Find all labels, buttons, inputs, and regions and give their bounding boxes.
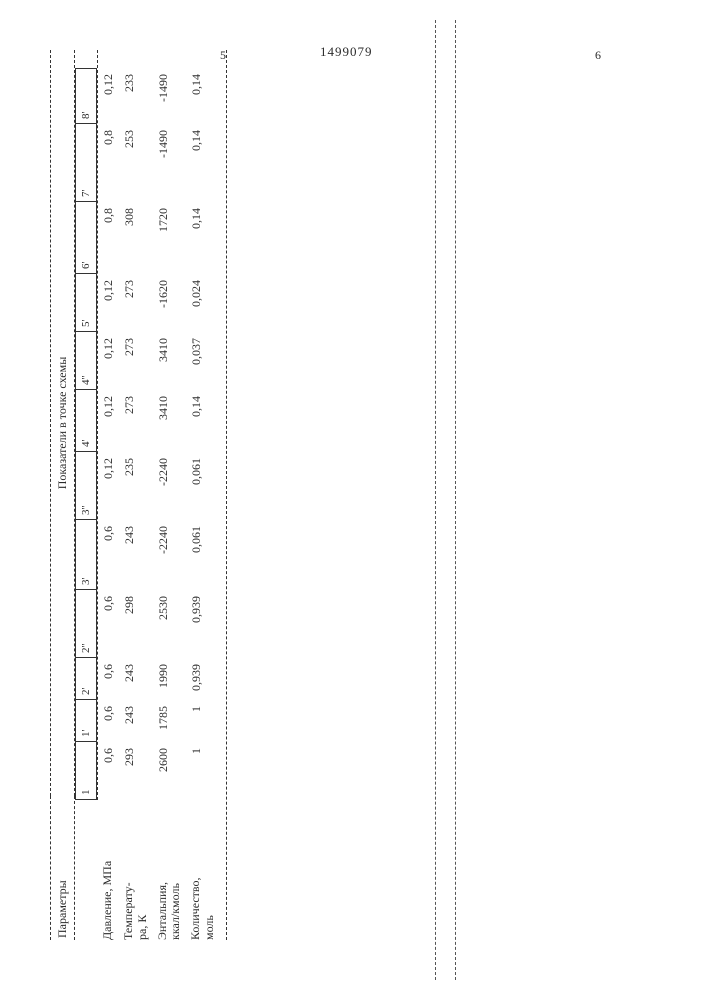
- table-cell: 1720: [153, 202, 187, 274]
- column-header: 8': [75, 68, 97, 124]
- table-cell: 2600: [153, 742, 187, 800]
- table-cell: 233: [119, 68, 153, 124]
- table-cell: 273: [119, 390, 153, 452]
- table-cell: 243: [119, 658, 153, 700]
- table-cell: 293: [119, 742, 153, 800]
- column-header: 7': [75, 124, 97, 202]
- parameters-table: Параметры Показатели в точке схемы 11'2'…: [50, 50, 227, 940]
- row-label: Температу- ра, К: [119, 800, 153, 940]
- table-cell: 253: [119, 124, 153, 202]
- column-header: 1: [75, 742, 97, 800]
- table-cell: 0,939: [186, 590, 220, 658]
- column-header: 1': [75, 700, 97, 742]
- column-header: 3': [75, 520, 97, 590]
- table-cell: -1490: [153, 124, 187, 202]
- table-cell: 243: [119, 520, 153, 590]
- row-label: Энтальпия, ккал/кмоль: [153, 800, 187, 940]
- table-cell: 0,14: [186, 68, 220, 124]
- column-header: 2'': [75, 590, 97, 658]
- table-cell: -1490: [153, 68, 187, 124]
- column-divider-1: [435, 20, 436, 980]
- table-header-row-1: Параметры Показатели в точке схемы: [50, 50, 75, 940]
- table-cell: 0,14: [186, 124, 220, 202]
- table-cell: 0,6: [98, 590, 119, 658]
- table-cell: 0,12: [98, 332, 119, 390]
- table-cell: 235: [119, 452, 153, 520]
- table-cell: 0,6: [98, 658, 119, 700]
- table-cell: 1: [186, 742, 220, 800]
- table-cell: -2240: [153, 520, 187, 590]
- table-cell: 0,037: [186, 332, 220, 390]
- table-cell: 0,6: [98, 742, 119, 800]
- table-cell: 273: [119, 274, 153, 332]
- table-column-headers: 11'2'2''3'3''4'4''5'6'7'8': [75, 50, 98, 800]
- rotated-table-wrap: Параметры Показатели в точке схемы 11'2'…: [50, 50, 227, 940]
- table-cell: 0,6: [98, 700, 119, 742]
- table-cell: -2240: [153, 452, 187, 520]
- column-header: 5': [75, 274, 97, 332]
- table-cell: 298: [119, 590, 153, 658]
- table-cell: 0,12: [98, 274, 119, 332]
- table-cell: 1785: [153, 700, 187, 742]
- column-header: 2': [75, 658, 97, 700]
- column-header: 4': [75, 390, 97, 452]
- table-cell: 2530: [153, 590, 187, 658]
- table-cell: 273: [119, 332, 153, 390]
- table-row: Энтальпия, ккал/кмоль2600178519902530-22…: [153, 50, 187, 940]
- page-number-right: 6: [595, 48, 601, 63]
- table-row: Давление, МПа0,60,60,60,60,60,120,120,12…: [98, 50, 119, 940]
- table-cell: 0,14: [186, 202, 220, 274]
- table-cell: -1620: [153, 274, 187, 332]
- table-row: Количество, моль110,9390,9390,0610,0610,…: [186, 50, 227, 940]
- points-span-header: Показатели в точке схемы: [50, 50, 75, 796]
- table-cell: 308: [119, 202, 153, 274]
- document-number: 1499079: [320, 44, 373, 60]
- table-row: Температу- ра, К293243243298243235273273…: [119, 50, 153, 940]
- table-cell: 0,061: [186, 452, 220, 520]
- table-cell: 0,024: [186, 274, 220, 332]
- row-label: Количество, моль: [186, 800, 220, 940]
- column-divider-2: [455, 20, 456, 980]
- row-label: Давление, МПа: [98, 800, 119, 940]
- table-body: Давление, МПа0,60,60,60,60,60,120,120,12…: [98, 50, 227, 940]
- table-cell: 243: [119, 700, 153, 742]
- table-cell: 0,12: [98, 68, 119, 124]
- params-header-cell: Параметры: [50, 796, 75, 940]
- table-cell: 0,8: [98, 124, 119, 202]
- table-cell: 0,12: [98, 390, 119, 452]
- table-cell: 1: [186, 700, 220, 742]
- table-cell: 0,6: [98, 520, 119, 590]
- table-cell: 0,061: [186, 520, 220, 590]
- table-cell: 0,12: [98, 452, 119, 520]
- table-cell: 0,939: [186, 658, 220, 700]
- column-header: 3'': [75, 452, 97, 520]
- table-cell: 3410: [153, 390, 187, 452]
- column-header: 6': [75, 202, 97, 274]
- column-header: 4'': [75, 332, 97, 390]
- table-cell: 0,8: [98, 202, 119, 274]
- table-cell: 1990: [153, 658, 187, 700]
- table-cell: 0,14: [186, 390, 220, 452]
- table-cell: 3410: [153, 332, 187, 390]
